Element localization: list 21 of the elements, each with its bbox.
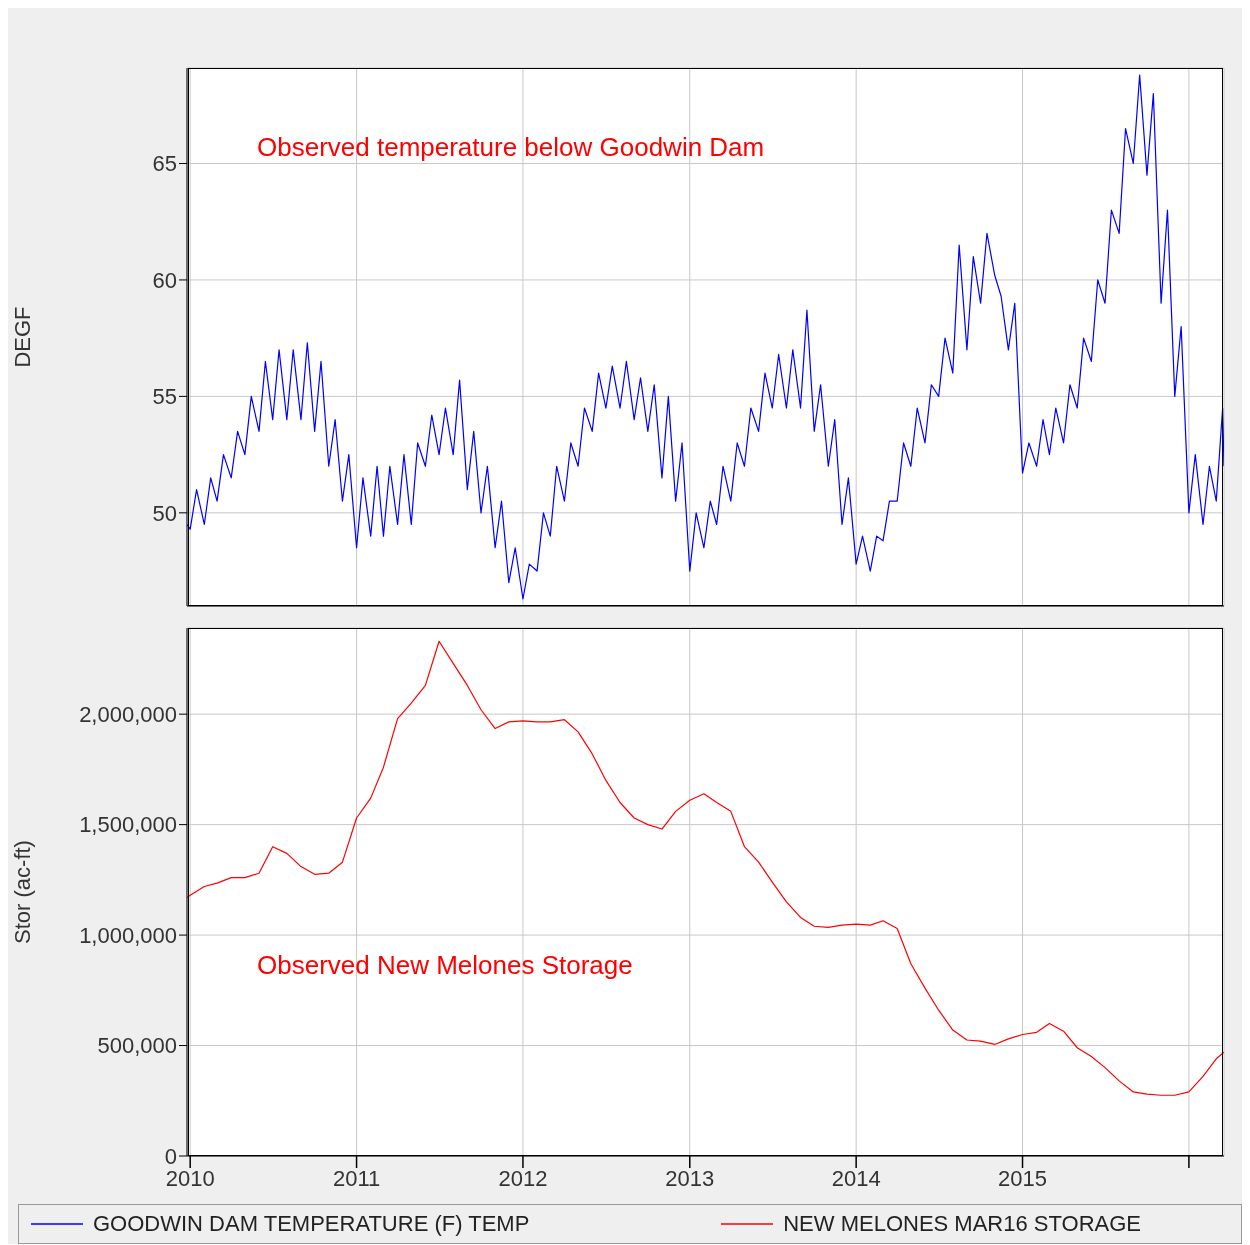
x-tick-label: 2012 bbox=[498, 1165, 548, 1191]
annotation: Observed temperature below Goodwin Dam bbox=[257, 132, 765, 163]
y-axis-title: DEGF bbox=[9, 306, 35, 368]
x-tick-label: 2011 bbox=[332, 1165, 381, 1191]
legend-label: NEW MELONES MAR16 STORAGE bbox=[783, 1211, 1141, 1237]
annotation: Observed New Melones Storage bbox=[257, 950, 633, 981]
x-tick-label: 2015 bbox=[998, 1165, 1047, 1191]
x-tick-label: 2013 bbox=[665, 1165, 715, 1191]
y-tick-label: 60 bbox=[152, 267, 177, 293]
y-tick-label: 1,000,000 bbox=[79, 922, 177, 948]
y-tick-label: 1,500,000 bbox=[79, 812, 177, 838]
line-series bbox=[187, 640, 1224, 1096]
y-tick-label: 55 bbox=[152, 384, 177, 410]
y-tick-label: 500,000 bbox=[97, 1033, 177, 1059]
y-tick-label: 65 bbox=[152, 151, 177, 177]
y-axis-title: Stor (ac-ft) bbox=[9, 840, 35, 944]
y-tick-label: 2,000,000 bbox=[79, 701, 177, 727]
x-tick-label: 2014 bbox=[831, 1165, 881, 1191]
line-series bbox=[187, 74, 1224, 600]
legend-label: GOODWIN DAM TEMPERATURE (F) TEMP bbox=[93, 1211, 530, 1237]
y-tick-label: 50 bbox=[152, 500, 177, 526]
